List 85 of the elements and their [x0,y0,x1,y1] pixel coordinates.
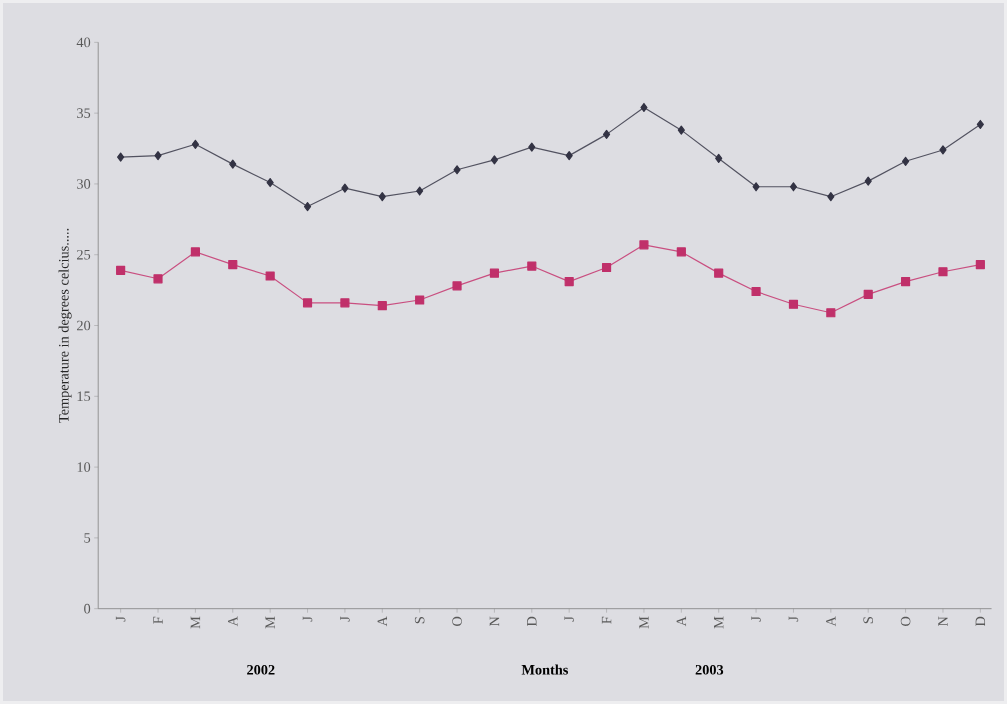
point [976,119,984,130]
x-tick-label: J [302,616,313,622]
point [639,240,649,250]
point [788,299,799,309]
x-tick-label: S [414,617,425,624]
point [677,125,685,135]
x-tick-label: J [340,616,350,622]
text: 2002 [247,665,275,675]
y-tick-label: 15 [77,391,91,402]
x-tick-label: O [900,616,911,626]
point [789,182,798,192]
point [751,287,761,297]
point [116,265,126,275]
y-tick-label: 25 [77,249,91,260]
y-axis-title: Temperature in degrees celcius..... [58,228,72,423]
point [640,102,648,113]
point [341,183,349,193]
point [117,152,125,162]
point [901,277,911,287]
point [564,277,574,287]
x-tick-label: J [564,616,574,622]
point [902,156,910,166]
x-tick-label: J [115,616,126,622]
y-tick-label: 20 [77,320,91,331]
point [340,298,350,308]
point [266,177,274,188]
point [265,271,275,281]
x-tick-label: S [863,617,874,624]
point [153,274,163,284]
x-tick-label: M [190,616,201,629]
point [565,151,573,161]
point [416,186,424,196]
point [229,159,237,169]
x-tick-label: D [527,616,537,627]
point [863,289,873,299]
y-tick-label: 40 [76,37,91,48]
x-tick-label: A [826,616,836,627]
point [453,165,461,175]
point [715,153,723,164]
point [676,247,686,257]
y-tick-label: 5 [84,533,91,543]
point [602,129,611,140]
point [378,192,386,202]
x-tick-label: F [153,616,163,624]
point [528,142,536,152]
point [864,176,872,186]
point [191,139,199,149]
text: 2003 [695,665,724,675]
x-axis-title: Months [521,664,568,675]
x-tick-label: J [751,616,761,622]
point [938,267,948,277]
y-tick-label: 30 [77,179,91,189]
point [826,308,836,318]
point [303,202,312,212]
x-tick-label: F [601,616,612,624]
x-tick-label: J [788,616,799,622]
point [415,295,425,305]
point [228,260,238,270]
point [714,268,724,278]
x-tick-label: M [639,616,649,629]
point [975,260,985,270]
x-tick-label: A [676,616,687,627]
point [827,192,835,202]
point [190,247,200,257]
point [489,268,500,278]
point [527,261,537,271]
x-tick-label: N [489,616,500,627]
x-tick-label: A [377,616,388,627]
point [939,145,947,155]
x-tick-label: N [938,616,948,627]
point [601,262,612,273]
point [377,301,387,311]
x-tick-label: M [265,616,275,629]
point [154,151,162,161]
y-tick-label: 0 [84,603,91,614]
point [452,281,462,291]
x-tick-label: O [452,616,462,626]
point [490,155,499,165]
x-tick-label: A [228,616,238,627]
y-tick-label: 10 [77,462,91,472]
x-tick-label: D [975,616,986,627]
x-tick-label: M [714,616,724,629]
y-tick-label: 35 [77,108,91,118]
point [302,298,313,308]
point [752,182,760,192]
